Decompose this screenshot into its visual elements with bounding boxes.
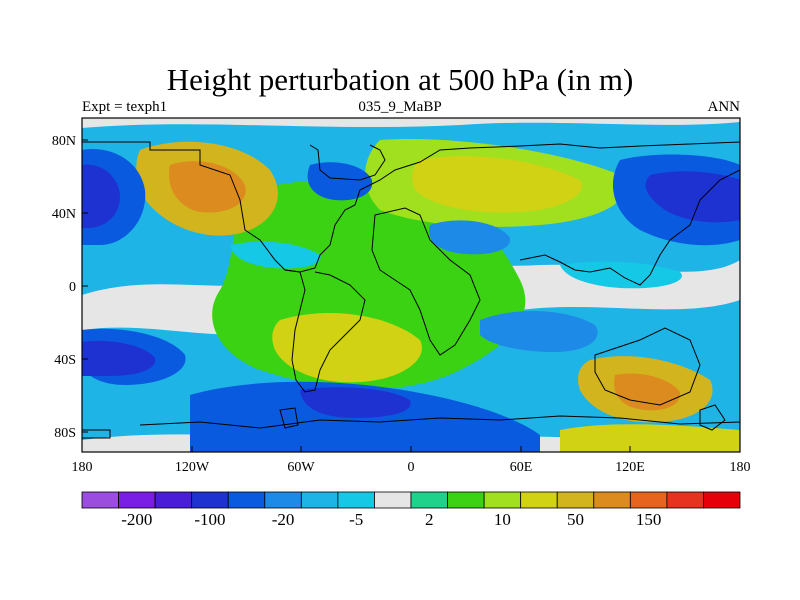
x-tick-label: 0 [408, 460, 415, 475]
experiment-label: Expt = texph1 [82, 99, 168, 115]
x-tick-label: 120E [615, 460, 645, 475]
x-tick-marks [81, 446, 741, 452]
colorbar-box [520, 491, 558, 509]
colorbar-box [264, 491, 302, 509]
colorbar-box [81, 491, 119, 509]
colorbar-box [118, 491, 156, 509]
height-field [82, 118, 740, 452]
colorbar-box [629, 491, 668, 509]
x-tick-labels: 180 120W 60W 0 60E 120E 180 [72, 460, 751, 475]
colorbar-label: 10 [494, 510, 511, 529]
colorbar-box [410, 491, 448, 509]
x-tick-label: 120W [175, 460, 210, 475]
colorbar-box [337, 491, 375, 509]
colorbar-label: -100 [194, 510, 225, 529]
colorbar-box [483, 491, 522, 509]
colorbar-box [191, 491, 229, 509]
y-tick-label: 80S [54, 426, 76, 441]
y-tick-label: 0 [69, 280, 76, 295]
x-tick-label: 60W [287, 460, 315, 475]
colorbar-box [703, 491, 741, 509]
colorbar-box [154, 491, 193, 509]
x-tick-label: 180 [730, 460, 751, 475]
colorbar-box [593, 491, 631, 509]
colorbar-label: -20 [272, 510, 295, 529]
colorbar-label: 2 [425, 510, 434, 529]
colorbar-label: -5 [349, 510, 363, 529]
colorbar-box [666, 491, 704, 509]
y-tick-label: 40S [54, 353, 76, 368]
y-tick-label: 80N [52, 134, 76, 149]
colorbar-box [374, 491, 412, 509]
colorbar-box [300, 491, 339, 509]
y-tick-label: 40N [52, 207, 76, 222]
colorbar-label: 50 [567, 510, 584, 529]
y-tick-marks [82, 139, 88, 433]
colorbar-box [556, 491, 595, 509]
chart-title: Height perturbation at 500 hPa (in m) [166, 62, 634, 97]
colorbar-box [447, 491, 485, 509]
y-tick-labels: 80N 40N 0 40S 80S [52, 134, 76, 441]
colorbar [81, 491, 741, 509]
colorbar-label: 150 [636, 510, 662, 529]
colorbar-label: -200 [121, 510, 152, 529]
x-tick-label: 60E [510, 460, 533, 475]
season-label: ANN [707, 99, 741, 115]
period-label: 035_9_MaBP [358, 99, 442, 115]
x-tick-label: 180 [72, 460, 93, 475]
colorbar-labels: -200 -100 -20 -5 2 10 50 150 [121, 510, 661, 529]
colorbar-box [227, 491, 266, 509]
